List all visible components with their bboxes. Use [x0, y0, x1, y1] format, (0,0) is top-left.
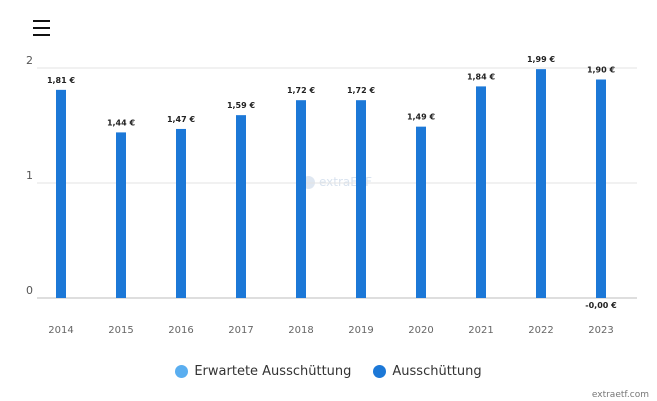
x-tick-label-2016: 2016	[168, 325, 193, 336]
legend-marker-actual	[373, 365, 387, 378]
x-tick-label-2019: 2019	[348, 325, 373, 336]
bar-2014	[56, 89, 66, 298]
x-tick-label-2017: 2017	[228, 325, 253, 336]
x-tick-label-2020: 2020	[408, 325, 433, 336]
data-label-2019: 1,72 €	[347, 86, 376, 95]
legend-item-actual[interactable]: Ausschüttung	[373, 364, 482, 379]
legend-item-expected[interactable]: Erwartete Ausschüttung	[175, 364, 351, 379]
legend-label-actual: Ausschüttung	[392, 364, 482, 379]
data-label-2020: 1,49 €	[407, 113, 436, 122]
legend-marker-expected	[175, 365, 189, 378]
x-tick-label-2023: 2023	[588, 325, 613, 336]
data-label-2014: 1,81 €	[47, 76, 76, 85]
y-tick-label-0: 0	[26, 284, 33, 297]
bar-2020	[416, 126, 426, 299]
data-label-2017: 1,59 €	[227, 101, 256, 110]
hamburger-menu-icon[interactable]	[30, 16, 56, 40]
data-label-2016: 1,47 €	[167, 115, 196, 124]
legend-label-expected: Erwartete Ausschüttung	[194, 364, 352, 379]
bar-2019	[356, 100, 366, 298]
x-tick-label-2021: 2021	[468, 325, 493, 336]
data-label-2023-expected: -0,00 €	[585, 301, 617, 310]
data-label-2023: 1,90 €	[587, 66, 616, 75]
x-tick-label-2018: 2018	[288, 325, 313, 336]
bar-2018	[296, 100, 306, 298]
data-label-2018: 1,72 €	[287, 86, 316, 95]
bar-2015	[116, 132, 126, 298]
bar-2017	[236, 115, 246, 299]
data-label-2015: 1,44 €	[107, 118, 136, 127]
chart-legend: Erwartete Ausschüttung Ausschüttung	[0, 364, 657, 379]
bar-2022	[536, 69, 546, 299]
y-tick-label-1: 1	[26, 169, 33, 182]
bar-2021	[476, 86, 486, 299]
data-label-2021: 1,84 €	[467, 72, 496, 81]
bar-2023	[596, 79, 606, 298]
data-label-2022: 1,99 €	[527, 55, 556, 64]
bar-2016	[176, 128, 186, 298]
source-credit: extraetf.com	[591, 390, 649, 400]
x-tick-label-2022: 2022	[528, 325, 553, 336]
x-tick-label-2014: 2014	[48, 325, 73, 336]
y-tick-label-2: 2	[26, 54, 33, 67]
x-tick-label-2015: 2015	[108, 325, 133, 336]
